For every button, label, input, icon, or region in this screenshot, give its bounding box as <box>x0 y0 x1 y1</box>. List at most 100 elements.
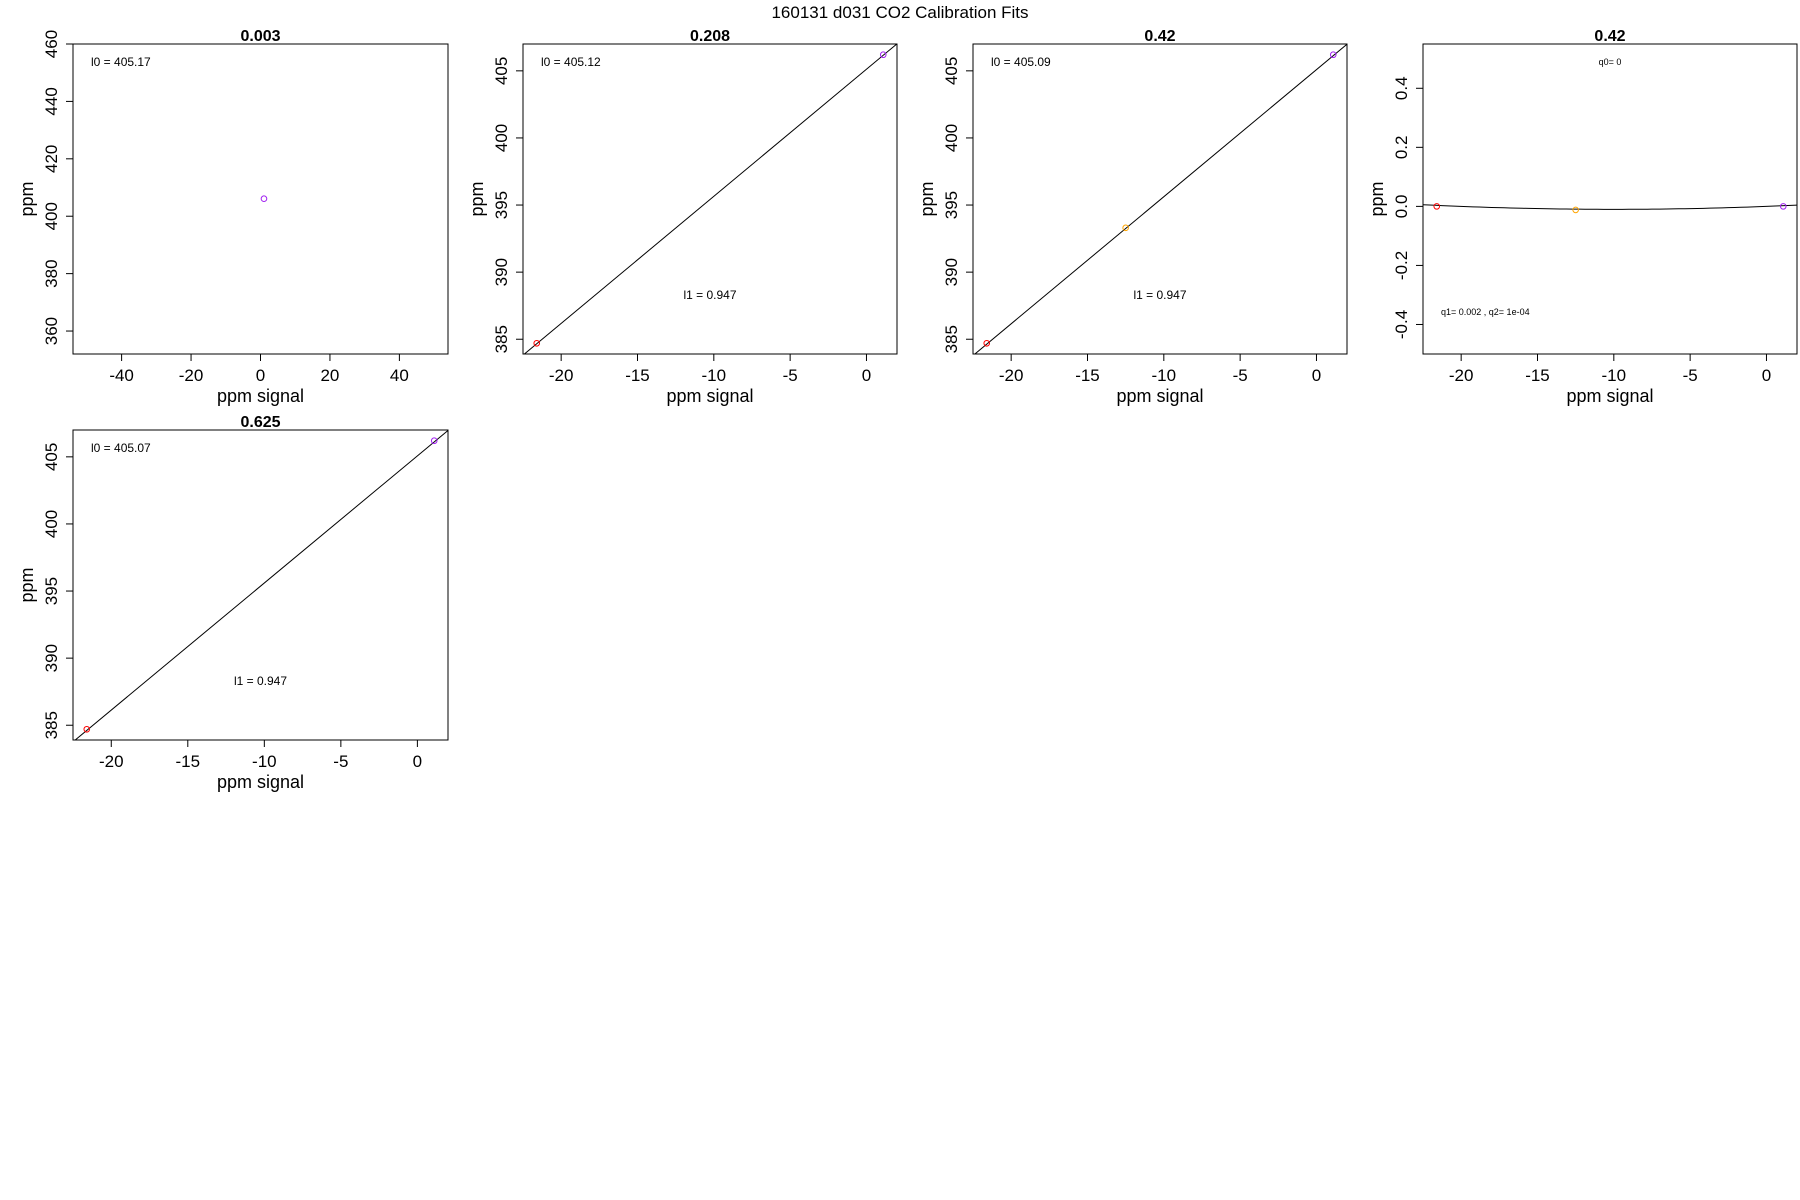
x-axis-label: ppm signal <box>666 386 753 406</box>
x-tick-label: -20 <box>99 752 124 771</box>
annotation: q1= 0.002 , q2= 1e-04 <box>1441 307 1530 317</box>
y-tick-label: 405 <box>42 443 61 471</box>
x-tick-label: -5 <box>1233 366 1248 385</box>
data-point <box>260 195 268 203</box>
y-axis-label: ppm <box>17 181 37 216</box>
panels-group: 0.003 -40 -20 0 20 40 ppm signal 360 380 400 420 44… <box>17 28 1798 792</box>
data-point <box>430 437 438 445</box>
fit-line <box>1423 204 1797 210</box>
x-tick-label: -20 <box>549 366 574 385</box>
x-tick-label: 0 <box>413 752 422 771</box>
y-tick-label: 380 <box>42 259 61 287</box>
data-point <box>1433 203 1441 210</box>
x-axis-label: ppm signal <box>1566 386 1653 406</box>
y-tick-label: 400 <box>492 124 511 152</box>
data-point <box>1122 224 1129 232</box>
x-tick-label: -10 <box>702 366 727 385</box>
x-tick-label: -10 <box>1152 366 1177 385</box>
x-axis-label: ppm signal <box>217 772 304 792</box>
y-axis-label: ppm <box>917 181 937 216</box>
y-tick-label: 390 <box>492 258 511 286</box>
y-tick-label: 440 <box>42 87 61 115</box>
y-tick-label: 395 <box>42 577 61 605</box>
x-tick-label: -20 <box>999 366 1024 385</box>
panel-title: 0.42 <box>1594 28 1625 45</box>
annotation: q0= 0 <box>1599 57 1622 67</box>
y-axis-label: ppm <box>17 567 37 602</box>
y-tick-label: 0.0 <box>1392 195 1411 219</box>
x-tick-label: -15 <box>625 366 650 385</box>
x-tick-label: -20 <box>1449 366 1474 385</box>
y-tick-label: 405 <box>492 57 511 85</box>
x-axis-label: ppm signal <box>1116 386 1203 406</box>
y-tick-label: 400 <box>42 510 61 538</box>
y-tick-label: 395 <box>492 191 511 219</box>
x-tick-label: -10 <box>252 752 277 771</box>
y-tick-label: 0.4 <box>1392 76 1411 100</box>
fit-line <box>523 44 897 354</box>
y-tick-label: 390 <box>942 258 961 286</box>
annotation: l0 = 405.09 <box>991 55 1051 69</box>
annotation: l0 = 405.17 <box>91 55 151 69</box>
data-point <box>83 725 91 733</box>
panel-title: 0.42 <box>1144 28 1175 45</box>
x-tick-label: 20 <box>320 366 339 385</box>
chart-panel-1: 0.003 -40 -20 0 20 40 ppm signal 360 380 400 420 44… <box>17 28 449 406</box>
x-tick-label: 0 <box>862 366 871 385</box>
annotation: l1 = 0.947 <box>683 288 736 302</box>
data-point <box>533 339 541 347</box>
y-tick-label: 360 <box>42 317 61 345</box>
data-point <box>1572 206 1579 214</box>
data-point <box>983 339 991 347</box>
data-point <box>879 51 887 59</box>
y-tick-label: 460 <box>42 30 61 58</box>
data-point <box>1329 51 1337 59</box>
y-tick-label: 0.2 <box>1392 136 1411 160</box>
y-axis-label: ppm <box>467 181 487 216</box>
x-tick-label: -5 <box>783 366 798 385</box>
annotation: l0 = 405.12 <box>541 55 601 69</box>
x-tick-label: -10 <box>1602 366 1627 385</box>
y-tick-label: 385 <box>492 325 511 353</box>
chart-panel-5: 0.625 -20 -15 -10 -5 0 ppm signal 385 390 395 400 4… <box>17 414 449 792</box>
x-tick-label: -5 <box>1683 366 1698 385</box>
plot-frame <box>72 43 449 355</box>
x-tick-label: -15 <box>1075 366 1100 385</box>
plot-frame <box>72 429 449 741</box>
x-tick-label: -40 <box>109 366 134 385</box>
x-tick-label: 0 <box>1762 366 1771 385</box>
chart-panel-2: 0.208 -20 -15 -10 -5 0 ppm signal 385 390 395 400 4… <box>467 28 898 406</box>
x-tick-label: 0 <box>256 366 265 385</box>
data-point <box>1779 203 1787 210</box>
y-tick-label: 420 <box>42 145 61 173</box>
x-tick-label: -5 <box>333 752 348 771</box>
panel-title: 0.003 <box>240 28 280 45</box>
x-tick-label: -20 <box>179 366 204 385</box>
chart-panel-3: 0.42 -20 -15 -10 -5 0 ppm signal 385 390 395 400 40… <box>917 28 1348 406</box>
y-tick-label: 400 <box>42 202 61 230</box>
y-tick-label: 395 <box>942 191 961 219</box>
y-tick-label: 390 <box>42 644 61 672</box>
fit-line <box>74 430 448 740</box>
y-tick-label: 385 <box>942 325 961 353</box>
y-axis-label: ppm <box>1367 181 1387 216</box>
x-tick-label: 0 <box>1312 366 1321 385</box>
x-tick-label: -15 <box>176 752 201 771</box>
annotation: l1 = 0.947 <box>1133 288 1186 302</box>
x-tick-label: 40 <box>390 366 409 385</box>
annotation: l0 = 405.07 <box>91 441 151 455</box>
y-tick-label: 405 <box>942 57 961 85</box>
y-tick-label: -0.2 <box>1392 251 1411 280</box>
y-tick-label: -0.4 <box>1392 310 1411 339</box>
x-axis-label: ppm signal <box>217 386 304 406</box>
annotation: l1 = 0.947 <box>234 674 287 688</box>
chart-panel-4: 0.42 -20 -15 -10 -5 0 ppm signal -0.4 -0.2 0.0 0.2… <box>1367 28 1798 406</box>
y-tick-label: 385 <box>42 711 61 739</box>
y-tick-label: 400 <box>942 124 961 152</box>
panel-title: 0.208 <box>690 28 730 45</box>
fit-line <box>974 44 1347 354</box>
figure-title: 160131 d031 CO2 Calibration Fits <box>771 3 1028 22</box>
panel-title: 0.625 <box>240 414 280 431</box>
x-tick-label: -15 <box>1525 366 1550 385</box>
